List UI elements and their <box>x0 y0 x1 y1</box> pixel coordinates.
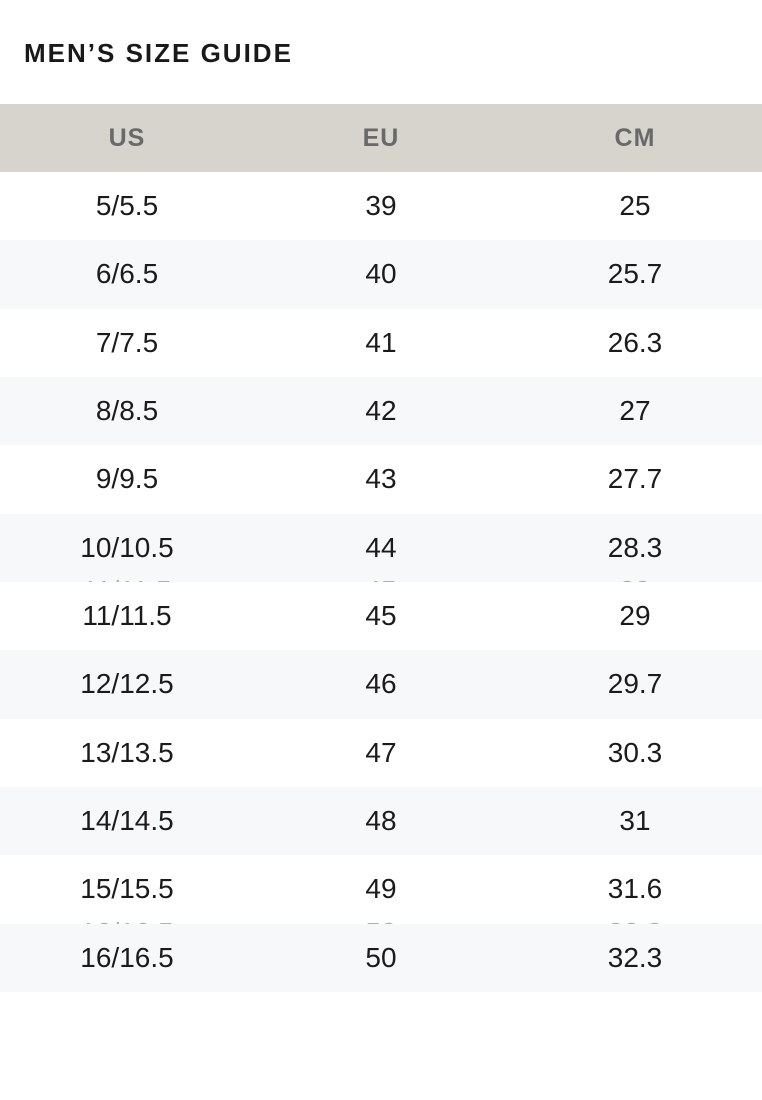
table-row: 15/15.5 49 31.6 <box>0 855 762 923</box>
cell-us: 9/9.5 <box>95 463 159 495</box>
cell-us: 13/13.5 <box>80 736 174 768</box>
cell-us: 10/10.5 <box>80 531 174 563</box>
page-title: MEN’S SIZE GUIDE <box>24 38 293 68</box>
table-row: 8/8.5 42 27 <box>0 376 762 446</box>
cell-us: 16/16.5 <box>80 941 174 973</box>
table-row: 5/5.5 39 25 <box>0 172 762 240</box>
table-row: 12/12.5 46 29.7 <box>0 650 762 719</box>
cell-us: 6/6.5 <box>95 258 159 290</box>
cell-us: 8/8.5 <box>95 395 159 427</box>
cell-cm: 25 <box>619 190 651 222</box>
column-header-us: US <box>108 123 146 152</box>
cell-eu: 42 <box>365 395 397 427</box>
table-row: 13/13.5 47 30.3 <box>0 719 762 787</box>
cell-cm: 26.3 <box>607 326 663 358</box>
cell-cm: 28.3 <box>607 531 663 563</box>
cell-eu: 48 <box>365 805 397 837</box>
table-row: 6/6.5 40 25.7 <box>0 240 762 309</box>
cell-cm: 30.3 <box>607 736 663 768</box>
cell-cm: 25.7 <box>607 258 663 290</box>
cell-cm: 27.7 <box>607 463 663 495</box>
cell-eu: 41 <box>365 326 397 358</box>
cell-eu: 39 <box>365 190 397 222</box>
cell-eu: 50 <box>365 941 397 973</box>
cell-us: 14/14.5 <box>80 805 174 837</box>
cell-us: 7/7.5 <box>95 326 159 358</box>
table-row: 10/10.5 44 28.3 <box>0 513 762 582</box>
table-row: 14/14.5 48 31 <box>0 786 762 856</box>
cell-eu: 47 <box>365 736 397 768</box>
cell-us: 15/15.5 <box>80 873 174 905</box>
cell-eu: 43 <box>365 463 397 495</box>
table-row: 7/7.5 41 26.3 <box>0 309 762 377</box>
column-header-cm: CM <box>614 123 656 152</box>
cell-eu: 49 <box>365 873 397 905</box>
table-header-row: US EU CM <box>0 104 762 172</box>
cell-cm: 29.7 <box>607 668 663 700</box>
cell-us: 11/11.5 <box>82 600 172 632</box>
cell-eu: 40 <box>365 258 397 290</box>
cell-us: 5/5.5 <box>95 190 159 222</box>
cell-us: 12/12.5 <box>80 668 174 700</box>
cell-eu: 45 <box>365 600 397 632</box>
cell-cm: 31 <box>619 805 651 837</box>
cell-cm: 31.6 <box>607 873 663 905</box>
column-header-eu: EU <box>362 123 400 152</box>
table-row: 9/9.5 43 27.7 <box>0 445 762 513</box>
cell-eu: 44 <box>365 531 397 563</box>
size-table: US EU CM 5/5.5 39 25 6/6.5 40 25.7 7/7.5 41 26.3… <box>0 104 762 992</box>
cell-eu: 46 <box>365 668 397 700</box>
cell-cm: 32.3 <box>607 941 663 973</box>
cell-cm: 27 <box>619 395 651 427</box>
table-body: 5/5.5 39 25 6/6.5 40 25.7 7/7.5 41 26.3 8/8.5 42 27… <box>0 172 762 992</box>
cell-cm: 29 <box>619 600 651 632</box>
